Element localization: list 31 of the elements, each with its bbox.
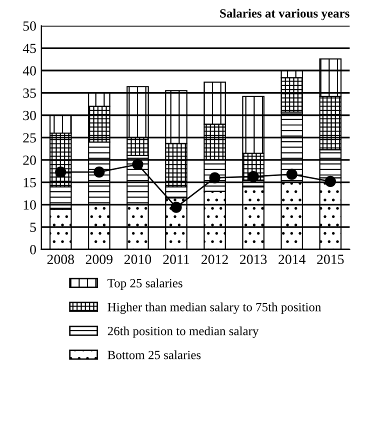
point [132, 158, 144, 170]
point [324, 176, 336, 187]
legend-label: Top 25 salaries [108, 278, 182, 290]
y-tick-label: 5 [30, 222, 36, 232]
y-tick-label: 10 [24, 200, 36, 210]
point [55, 166, 66, 178]
point [94, 166, 105, 178]
x-tick-label: 2013 [240, 254, 267, 264]
x-tick-label: 2012 [202, 254, 228, 264]
y-tick-label: 35 [23, 88, 36, 98]
x-tick-label: 2008 [47, 254, 74, 264]
y-tick-label: 30 [23, 110, 36, 120]
x-tick-label: 2010 [124, 254, 152, 264]
x-tick-label: 2011 [163, 254, 190, 264]
x-tick-label: 2009 [86, 254, 112, 264]
y-tick-label: 45 [22, 44, 36, 54]
y-tick-label: 20 [23, 156, 36, 165]
legend-label: Higher than median salary to 75th position [108, 302, 322, 314]
point [170, 202, 182, 213]
y-tick-label: 15 [24, 178, 36, 188]
point [286, 168, 298, 180]
legend-label: Bottom 25 salaries [108, 350, 201, 360]
legend-label: 26th position to median salary [108, 326, 259, 338]
x-tick-label: 2014 [278, 254, 306, 264]
y-tick-label: 40 [22, 66, 36, 76]
point [248, 170, 259, 182]
chart-title: Salaries at various years [220, 8, 350, 20]
x-tick-label: 2015 [317, 254, 344, 264]
y-tick-label: 0 [30, 244, 36, 254]
y-tick-label: 25 [23, 133, 36, 143]
y-tick-label: 50 [23, 21, 36, 31]
